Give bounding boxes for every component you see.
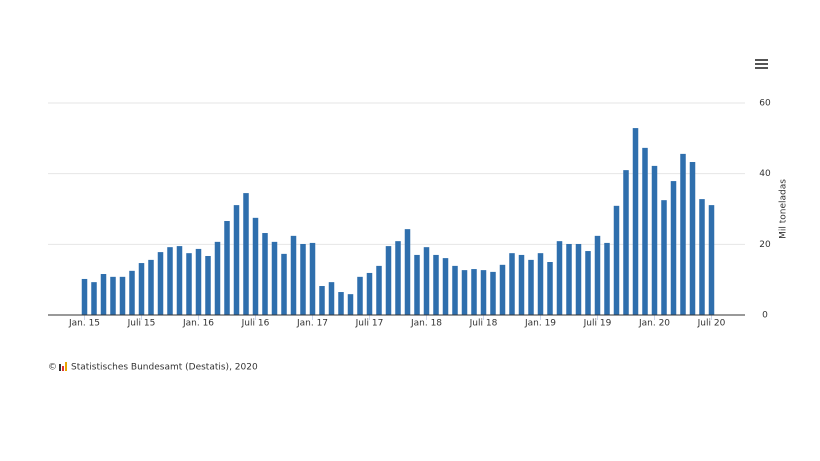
bar <box>366 272 373 315</box>
bar <box>566 243 572 315</box>
bar <box>632 128 639 315</box>
logo <box>59 362 67 371</box>
x-tick-label: Juli 18 <box>469 319 498 329</box>
x-tick-label: Jan. 19 <box>524 319 556 329</box>
bar <box>81 278 88 315</box>
y-tick-label: 60 <box>759 99 771 109</box>
bar <box>556 241 563 315</box>
x-tick-label: Jan. 16 <box>182 319 214 329</box>
bar <box>186 253 192 315</box>
x-tick-label: Jan. 20 <box>638 319 670 329</box>
x-tick-label: Juli 15 <box>127 319 156 329</box>
bar <box>281 253 287 315</box>
bar <box>91 282 97 315</box>
bar <box>689 162 696 315</box>
x-tick-label: Juli 19 <box>583 319 612 329</box>
bar <box>252 217 259 315</box>
bar <box>642 147 648 315</box>
bar <box>651 165 658 315</box>
bar <box>518 254 525 315</box>
bar <box>613 205 620 315</box>
bar <box>452 265 458 315</box>
bar <box>670 181 677 315</box>
bar <box>262 233 268 315</box>
bar <box>347 294 354 315</box>
bar <box>537 253 544 315</box>
bar <box>490 271 496 315</box>
bar <box>233 205 240 315</box>
bar <box>499 264 506 315</box>
y-tick-label: 20 <box>759 240 771 250</box>
copyright: © <box>48 363 57 373</box>
bar <box>224 221 230 315</box>
bar <box>509 253 515 315</box>
bar <box>205 255 211 315</box>
bar <box>547 262 553 315</box>
bar <box>300 243 306 315</box>
y-tick-label: 0 <box>762 311 768 321</box>
bar <box>708 205 715 315</box>
x-tick-label: Juli 17 <box>355 319 384 329</box>
bar <box>243 193 249 315</box>
bar <box>110 276 116 315</box>
bar <box>661 200 667 315</box>
bar <box>461 270 468 315</box>
bar <box>290 235 297 315</box>
x-tick-label: Jan. 17 <box>296 319 328 329</box>
bar <box>471 269 477 315</box>
x-tick-label: Jan. 18 <box>410 319 442 329</box>
bar <box>328 282 335 315</box>
bar <box>309 242 316 315</box>
bar <box>214 241 221 315</box>
bar <box>338 292 344 315</box>
bar <box>680 153 686 315</box>
bar <box>148 259 154 315</box>
bar <box>404 229 411 315</box>
bar <box>271 241 278 315</box>
bar <box>195 248 202 315</box>
bar <box>100 274 107 315</box>
bar <box>604 242 610 315</box>
bar <box>594 235 601 315</box>
bar <box>157 252 164 315</box>
bar <box>423 247 430 315</box>
bar <box>385 246 392 315</box>
bar <box>433 254 439 315</box>
bar <box>129 270 135 315</box>
bar <box>414 254 420 315</box>
bar <box>395 241 401 315</box>
bar <box>319 286 325 315</box>
bar <box>442 258 449 315</box>
x-tick-label: Juli 20 <box>697 319 726 329</box>
bar <box>585 251 591 315</box>
y-axis-title: Mil toneladas <box>779 179 789 239</box>
bar <box>480 270 487 315</box>
bar <box>138 263 145 315</box>
menu-icon[interactable] <box>755 59 768 69</box>
bar <box>119 276 126 315</box>
bar <box>376 265 382 315</box>
bar <box>357 276 363 315</box>
x-tick-label: Juli 16 <box>241 319 270 329</box>
bar <box>528 259 534 315</box>
bar <box>176 246 183 315</box>
bar <box>623 170 629 315</box>
bar <box>167 247 173 315</box>
source: Statistisches Bundesamt (Destatis), 2020 <box>71 363 258 373</box>
y-tick-label: 40 <box>759 169 771 179</box>
bar <box>575 243 582 315</box>
bar <box>699 199 705 315</box>
x-tick-label: Jan. 15 <box>68 319 100 329</box>
